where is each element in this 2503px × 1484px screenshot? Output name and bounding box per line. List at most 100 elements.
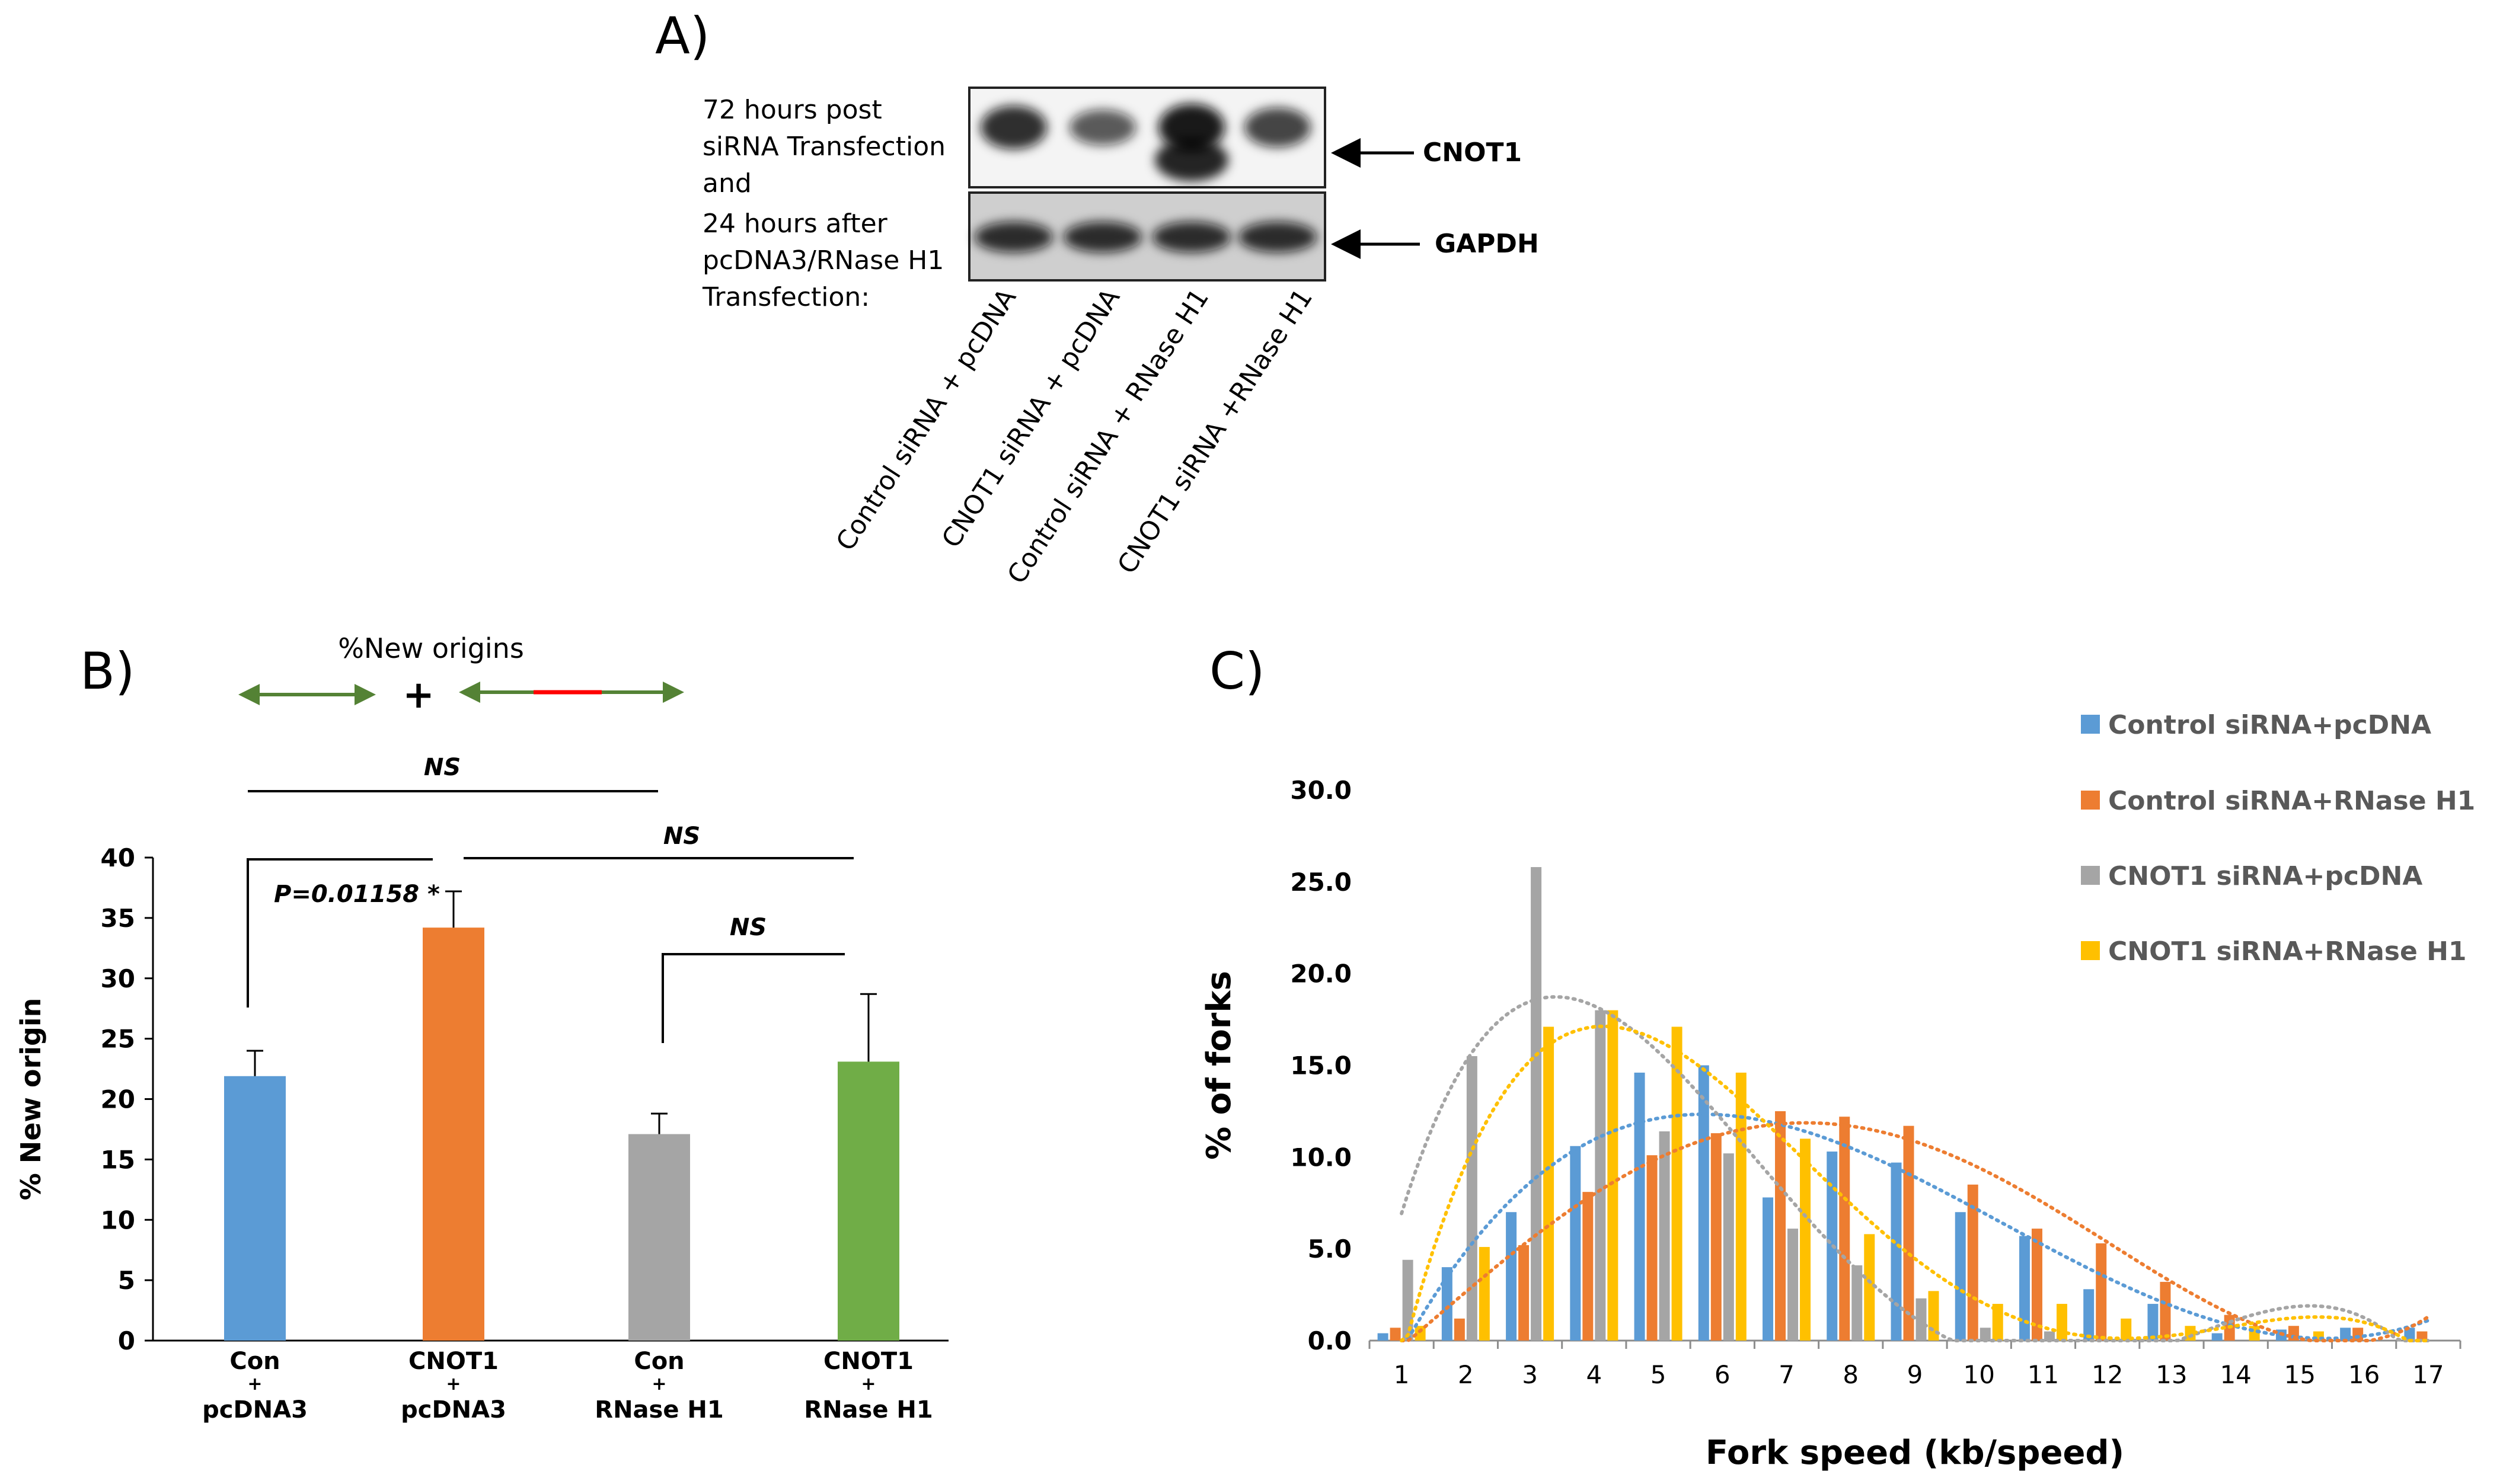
panel-c: C) 0.05.010.015.020.025.030.01 2 3 4 5 6 7 8 9 10…	[1200, 642, 2475, 1472]
bar	[2352, 1328, 2364, 1341]
x-tick-label: 6	[1715, 1360, 1731, 1389]
x-tick-label: 11	[2028, 1360, 2059, 1389]
bar	[1454, 1318, 1465, 1341]
x-tick-label: 3	[1522, 1360, 1538, 1389]
caption-line: Transfection:	[702, 282, 870, 312]
gapdh-band	[1238, 222, 1317, 252]
bar	[1595, 1010, 1606, 1341]
x-tick-label: 4	[1586, 1360, 1602, 1389]
legend-swatch	[2081, 791, 2100, 810]
y-tick-label: 10	[101, 1205, 135, 1234]
x-tick-label: 9	[1907, 1360, 1923, 1389]
bar	[2160, 1281, 2171, 1341]
bar	[423, 928, 484, 1341]
x-tick-label: +	[446, 1374, 461, 1395]
bar	[1441, 1267, 1452, 1341]
ns-label: NS	[424, 754, 461, 781]
bar	[2019, 1236, 2030, 1341]
bar	[1543, 1026, 1554, 1341]
bar	[1646, 1155, 1658, 1341]
bar	[1903, 1125, 1914, 1341]
lane-label: CNOT1 siRNA +RNase H1	[1112, 283, 1318, 579]
legend-label: CNOT1 siRNA+RNase H1	[2108, 936, 2467, 967]
y-tick-label: 40	[101, 843, 135, 872]
pvalue-label: P=0.01158 *	[274, 881, 440, 908]
bar	[1390, 1328, 1401, 1341]
bar	[1479, 1247, 1490, 1341]
bar	[2416, 1331, 2428, 1341]
x-tick-label: 14	[2220, 1360, 2251, 1389]
panel-b: B) %New origins + 0 5 10 15 20 25 30 35 40 % New …	[15, 632, 949, 1424]
panel-b-label: B)	[80, 642, 135, 701]
bar	[1980, 1328, 1991, 1341]
y-axis-title: % of forks	[1200, 971, 1238, 1160]
y-tick-label: 10.0	[1290, 1143, 1352, 1172]
y-tick-label: 35	[101, 904, 135, 933]
lane-label: Control siRNA + pcDNA	[831, 283, 1023, 556]
bar	[2147, 1304, 2159, 1341]
gapdh-band	[975, 222, 1053, 252]
legend-title: %New origins	[338, 632, 524, 664]
x-tick-label: 15	[2284, 1360, 2316, 1389]
bar	[1570, 1146, 1581, 1341]
blot-bands	[975, 104, 1317, 252]
bar	[1634, 1072, 1645, 1341]
y-tick-label: 0	[118, 1326, 135, 1355]
y-tick-label: 20.0	[1290, 960, 1352, 989]
bar	[838, 1061, 899, 1341]
bar-chart-fork-speed: 0.05.010.015.020.025.030.01 2 3 4 5 6 7 8 9 10 11 1…	[1200, 776, 2462, 1472]
caption-line: pcDNA3/RNase H1	[703, 245, 944, 276]
y-tick-label: 30	[101, 964, 135, 993]
x-tick-label: pcDNA3	[401, 1396, 506, 1424]
bar	[1864, 1234, 1875, 1341]
x-tick-label: CNOT1	[408, 1348, 499, 1375]
legend-swatch	[2081, 715, 2100, 734]
caption-line: and	[703, 168, 752, 199]
legend-swatch	[2081, 866, 2100, 885]
cnot1-band	[1244, 107, 1311, 148]
trendline	[1400, 994, 2430, 1342]
caption-line: siRNA Transfection	[703, 132, 946, 162]
cnot1-band	[1155, 139, 1228, 181]
caption-line: 72 hours post	[703, 95, 882, 125]
bar	[1891, 1162, 1902, 1341]
y-tick-label: 5.0	[1308, 1234, 1352, 1264]
x-tick-label: +	[861, 1374, 876, 1395]
x-tick-label: +	[652, 1374, 666, 1395]
bar	[1775, 1111, 1786, 1341]
bar	[2044, 1331, 2055, 1341]
chart-legend: Control siRNA+pcDNA Control siRNA+RNase H…	[2081, 710, 2475, 967]
lane-label: CNOT1 siRNA + pcDNA	[936, 283, 1126, 553]
bar	[2056, 1304, 2067, 1341]
panel-a-label: A)	[655, 7, 710, 66]
panel-a: A) 72 hours post siRNA Transfection and …	[655, 7, 1539, 589]
bar	[2211, 1333, 2223, 1341]
bar	[1671, 1026, 1682, 1341]
x-tick-label: Con	[229, 1348, 280, 1375]
x-tick-label: RNase H1	[804, 1396, 933, 1424]
bar	[2404, 1328, 2415, 1341]
bar	[1735, 1072, 1747, 1341]
bar	[1518, 1245, 1530, 1341]
bracket-line	[662, 953, 845, 1043]
legend-swatch	[2081, 941, 2100, 960]
y-tick-label: 25.0	[1290, 868, 1352, 897]
bar	[2121, 1318, 2132, 1341]
ns-label: NS	[730, 914, 767, 941]
x-tick-label: 10	[1964, 1360, 1995, 1389]
y-tick-label: 5	[118, 1266, 135, 1295]
bar	[1377, 1333, 1388, 1341]
x-tick-label: 13	[2156, 1360, 2187, 1389]
bar	[224, 1076, 286, 1341]
caption-line: 24 hours after	[703, 209, 888, 239]
bar	[1787, 1229, 1799, 1341]
x-tick-label: pcDNA3	[202, 1396, 308, 1424]
bar	[1582, 1192, 1594, 1341]
bar	[1531, 867, 1542, 1341]
bar	[1698, 1065, 1709, 1341]
trendline	[1400, 1121, 2430, 1342]
bar	[1839, 1117, 1850, 1341]
x-tick-label: 12	[2092, 1360, 2123, 1389]
